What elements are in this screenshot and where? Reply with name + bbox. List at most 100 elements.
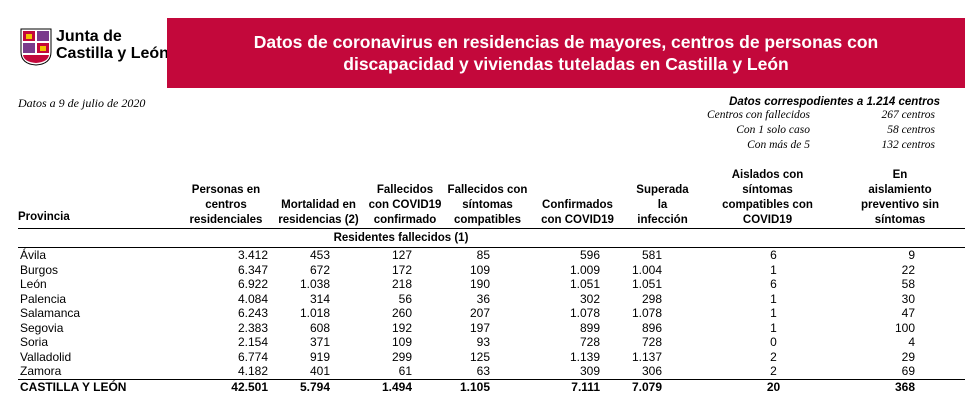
cell: 1.494 <box>365 378 445 396</box>
cell: 7.111 <box>530 378 625 396</box>
cell: 581 <box>641 248 662 262</box>
cell: 93 <box>476 335 490 349</box>
cell: Valladolid <box>20 349 72 364</box>
cell: 2.154 <box>237 335 268 349</box>
cell: 596 <box>579 248 600 262</box>
data-row: Burgos 6.347 672 172 109 1.009 1.004 1 22 <box>18 263 965 278</box>
column-header: Fallecidos con COVID19 confirmado <box>365 168 445 229</box>
cell: 1.078 <box>569 306 600 320</box>
cell: 3.412 <box>237 248 268 262</box>
data-row: Salamanca 6.243 1.018 260 207 1.078 1.078 1 47 <box>18 306 965 321</box>
cell: 36 <box>476 291 490 306</box>
summary-row: Centros con fallecidos 267 centros <box>700 109 940 124</box>
cell: 1.051 <box>569 277 600 291</box>
cell: 371 <box>309 335 330 349</box>
cell: 6 <box>770 248 777 262</box>
cell: 0 <box>770 335 777 349</box>
cell: 63 <box>476 364 490 378</box>
date: Datos a 9 de julio de 2020 <box>18 96 146 110</box>
cell: 9 <box>908 248 915 262</box>
column-header: Aislados con síntomas compatibles con CO… <box>700 168 835 229</box>
cell: 58 <box>901 277 915 291</box>
cell: 1.018 <box>299 306 330 320</box>
cell: 919 <box>309 349 330 364</box>
cell: 109 <box>469 262 490 277</box>
data-row: Ávila 3.412 453 127 85 596 581 6 9 <box>18 248 965 263</box>
cell: 20 <box>700 378 835 396</box>
logo-shield <box>20 28 52 66</box>
data-row: Valladolid 6.774 919 299 125 1.139 1.137 2 29 <box>18 350 965 365</box>
cell: 197 <box>469 320 490 335</box>
cell: 1 <box>770 306 777 320</box>
cell: 302 <box>579 291 600 306</box>
cell: 298 <box>641 291 662 306</box>
cell: 69 <box>901 364 915 378</box>
header-row: Provincia Personas en centros residencial… <box>18 168 965 229</box>
cell: 672 <box>309 262 330 277</box>
column-header: Personas en centros residenciales <box>180 168 272 229</box>
cell: 260 <box>391 306 412 320</box>
cell: 42.501 <box>180 378 272 396</box>
summary-value: 58 centros <box>887 124 935 136</box>
cell: 4 <box>908 335 915 349</box>
summary-value: 132 centros <box>881 139 935 151</box>
column-header: Mortalidad en residencias (2) <box>272 168 365 229</box>
cell: Burgos <box>20 262 59 277</box>
cell: 1 <box>770 291 777 306</box>
column-header: Confirmados con COVID19 <box>530 168 625 229</box>
cell: 30 <box>901 291 915 306</box>
data-row: León 6.922 1.038 218 190 1.051 1.051 6 58 <box>18 277 965 292</box>
title: Datos de coronavirus en residencias de m… <box>253 32 879 74</box>
cell: 192 <box>391 320 412 335</box>
spacer <box>18 228 272 248</box>
cell: 6.347 <box>237 262 268 277</box>
cell: 2 <box>770 349 777 364</box>
cell: 6.922 <box>237 277 268 291</box>
cell: 2 <box>770 364 777 378</box>
cell: 1 <box>770 262 777 277</box>
spacer <box>530 228 965 248</box>
data-row: Palencia 4.084 314 56 36 302 298 1 30 <box>18 292 965 307</box>
cell: 2.383 <box>237 320 268 335</box>
cell: 1.137 <box>631 349 662 364</box>
cell: 306 <box>641 364 662 378</box>
column-header: Superada la infección <box>625 168 700 229</box>
cell: 125 <box>469 349 490 364</box>
data-row: Segovia 2.383 608 192 197 899 896 1 100 <box>18 321 965 336</box>
cell: 368 <box>835 378 965 396</box>
cell: 6.243 <box>237 306 268 320</box>
cell: 218 <box>391 277 412 291</box>
summary-heading: Datos correspodientes a 1.214 centros <box>729 96 940 108</box>
data-row: Soria 2.154 371 109 93 728 728 0 4 <box>18 335 965 350</box>
cell: 190 <box>469 277 490 291</box>
cell: Ávila <box>20 248 47 262</box>
summary-label: Con más de 5 <box>747 139 810 151</box>
summary-label: Centros con fallecidos <box>706 109 810 121</box>
cell: 1.009 <box>569 262 600 277</box>
cell: CASTILLA Y LEÓN <box>18 378 180 396</box>
cell: 100 <box>894 320 915 335</box>
cell: Segovia <box>20 320 64 335</box>
cell: 47 <box>901 306 915 320</box>
cell: Soria <box>20 335 49 349</box>
summary-value: 267 centros <box>881 109 935 121</box>
cell: 299 <box>391 349 412 364</box>
cell: 1.078 <box>631 306 662 320</box>
cell: 899 <box>579 320 600 335</box>
cell: 85 <box>476 248 490 262</box>
subheader: Residentes fallecidos (1) <box>272 228 530 248</box>
cell: 207 <box>469 306 490 320</box>
cell: 401 <box>309 364 330 378</box>
cell: 22 <box>901 262 915 277</box>
cell: 314 <box>309 291 330 306</box>
data-table: Provincia Personas en centros residencial… <box>18 168 965 396</box>
cell: 5.794 <box>272 378 365 396</box>
column-header: Provincia <box>18 168 180 229</box>
cell: 1.038 <box>299 277 330 291</box>
cell: León <box>20 277 47 291</box>
subheader-row: Residentes fallecidos (1) <box>18 228 965 248</box>
cell: Palencia <box>20 291 67 306</box>
summary-row: Con 1 solo caso 58 centros <box>700 124 940 139</box>
cell: 56 <box>398 291 412 306</box>
